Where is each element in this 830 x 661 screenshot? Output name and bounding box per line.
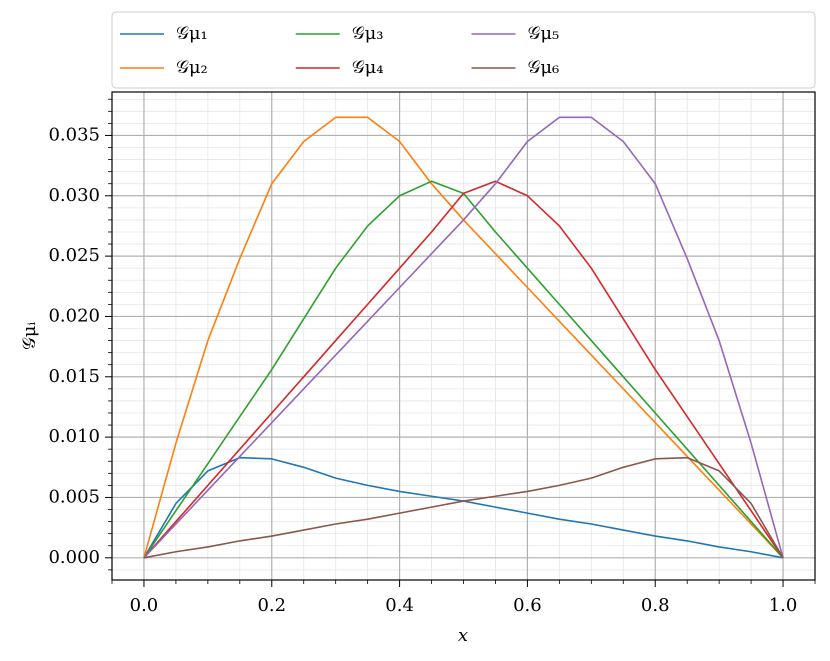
x-tick-label: 0.8 (641, 595, 670, 616)
legend-label: 𝒢μ₂ (176, 57, 208, 78)
y-tick-label: 0.025 (48, 245, 100, 266)
x-axis-label: x (458, 625, 468, 646)
y-tick-label: 0.010 (48, 426, 100, 447)
x-tick-label: 0.2 (257, 595, 286, 616)
series-line (143, 116, 784, 559)
legend-label: 𝒢μ₃ (352, 23, 384, 44)
x-tick-label: 0.4 (385, 595, 414, 616)
y-axis-label: 𝒢μᵢ (19, 322, 40, 351)
legend-label: 𝒢μ₁ (176, 23, 208, 44)
y-tick-label: 0.000 (48, 547, 100, 568)
y-tick-label: 0.005 (48, 486, 100, 507)
legend-label: 𝒢μ₆ (528, 57, 560, 78)
x-tick-label: 1.0 (769, 595, 798, 616)
legend-label: 𝒢μ₄ (352, 57, 384, 78)
series-line (143, 456, 784, 559)
plot-frame (111, 91, 816, 581)
y-tick-label: 0.035 (48, 124, 100, 145)
legend-label: 𝒢μ₅ (528, 23, 560, 44)
series-line (143, 180, 784, 559)
x-tick-label: 0.6 (513, 595, 542, 616)
y-tick-label: 0.020 (48, 305, 100, 326)
legend-box (111, 11, 816, 89)
y-tick-label: 0.015 (48, 366, 100, 387)
x-tick-label: 0.0 (130, 595, 159, 616)
y-tick-label: 0.030 (48, 185, 100, 206)
